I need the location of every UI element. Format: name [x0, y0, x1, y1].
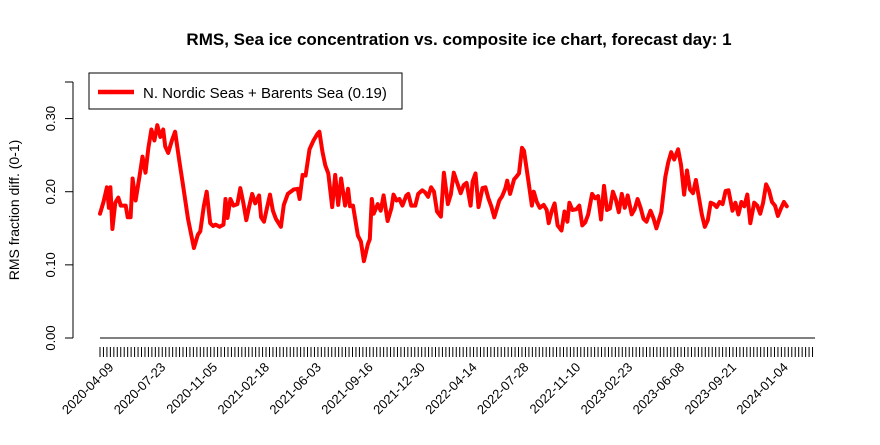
y-tick-label: 0.10 [43, 252, 58, 277]
x-axis-labels: 2020-04-092020-07-232020-11-052021-02-18… [59, 360, 791, 418]
x-tick-label: 2020-04-09 [59, 360, 117, 418]
legend-entry-label: N. Nordic Seas + Barents Sea (0.19) [143, 85, 387, 102]
x-tick-label: 2021-02-18 [214, 360, 272, 418]
y-tick-label: 0.00 [43, 325, 58, 350]
x-tick-label: 2023-06-08 [630, 360, 688, 418]
x-tick-label: 2023-02-23 [578, 360, 636, 418]
x-axis-ticks [99, 347, 814, 357]
chart-title: RMS, Sea ice concentration vs. composite… [186, 30, 731, 49]
legend: N. Nordic Seas + Barents Sea (0.19) [88, 72, 403, 110]
x-tick-label: 2024-01-04 [733, 360, 791, 418]
y-axis-label: RMS fraction diff. (0-1) [6, 140, 22, 281]
legend-box [88, 72, 403, 110]
x-tick-label: 2021-06-03 [266, 360, 324, 418]
x-tick-label: 2021-12-30 [370, 360, 428, 418]
x-tick-label: 2022-11-10 [526, 360, 583, 417]
y-axis-ticks: 0.00 0.10 0.20 0.30 [43, 81, 73, 351]
x-tick-label: 2023-09-21 [681, 360, 739, 418]
y-tick-label: 0.30 [43, 106, 58, 131]
x-tick-label: 2020-11-05 [163, 360, 220, 417]
series-line [98, 123, 789, 264]
x-tick-label: 2020-07-23 [111, 360, 169, 418]
series-group [98, 123, 789, 264]
x-tick-label: 2021-09-16 [318, 360, 376, 418]
x-tick-label: 2022-07-28 [474, 360, 532, 418]
y-tick-label: 0.20 [43, 179, 58, 204]
x-tick-label: 2022-04-14 [422, 360, 480, 418]
